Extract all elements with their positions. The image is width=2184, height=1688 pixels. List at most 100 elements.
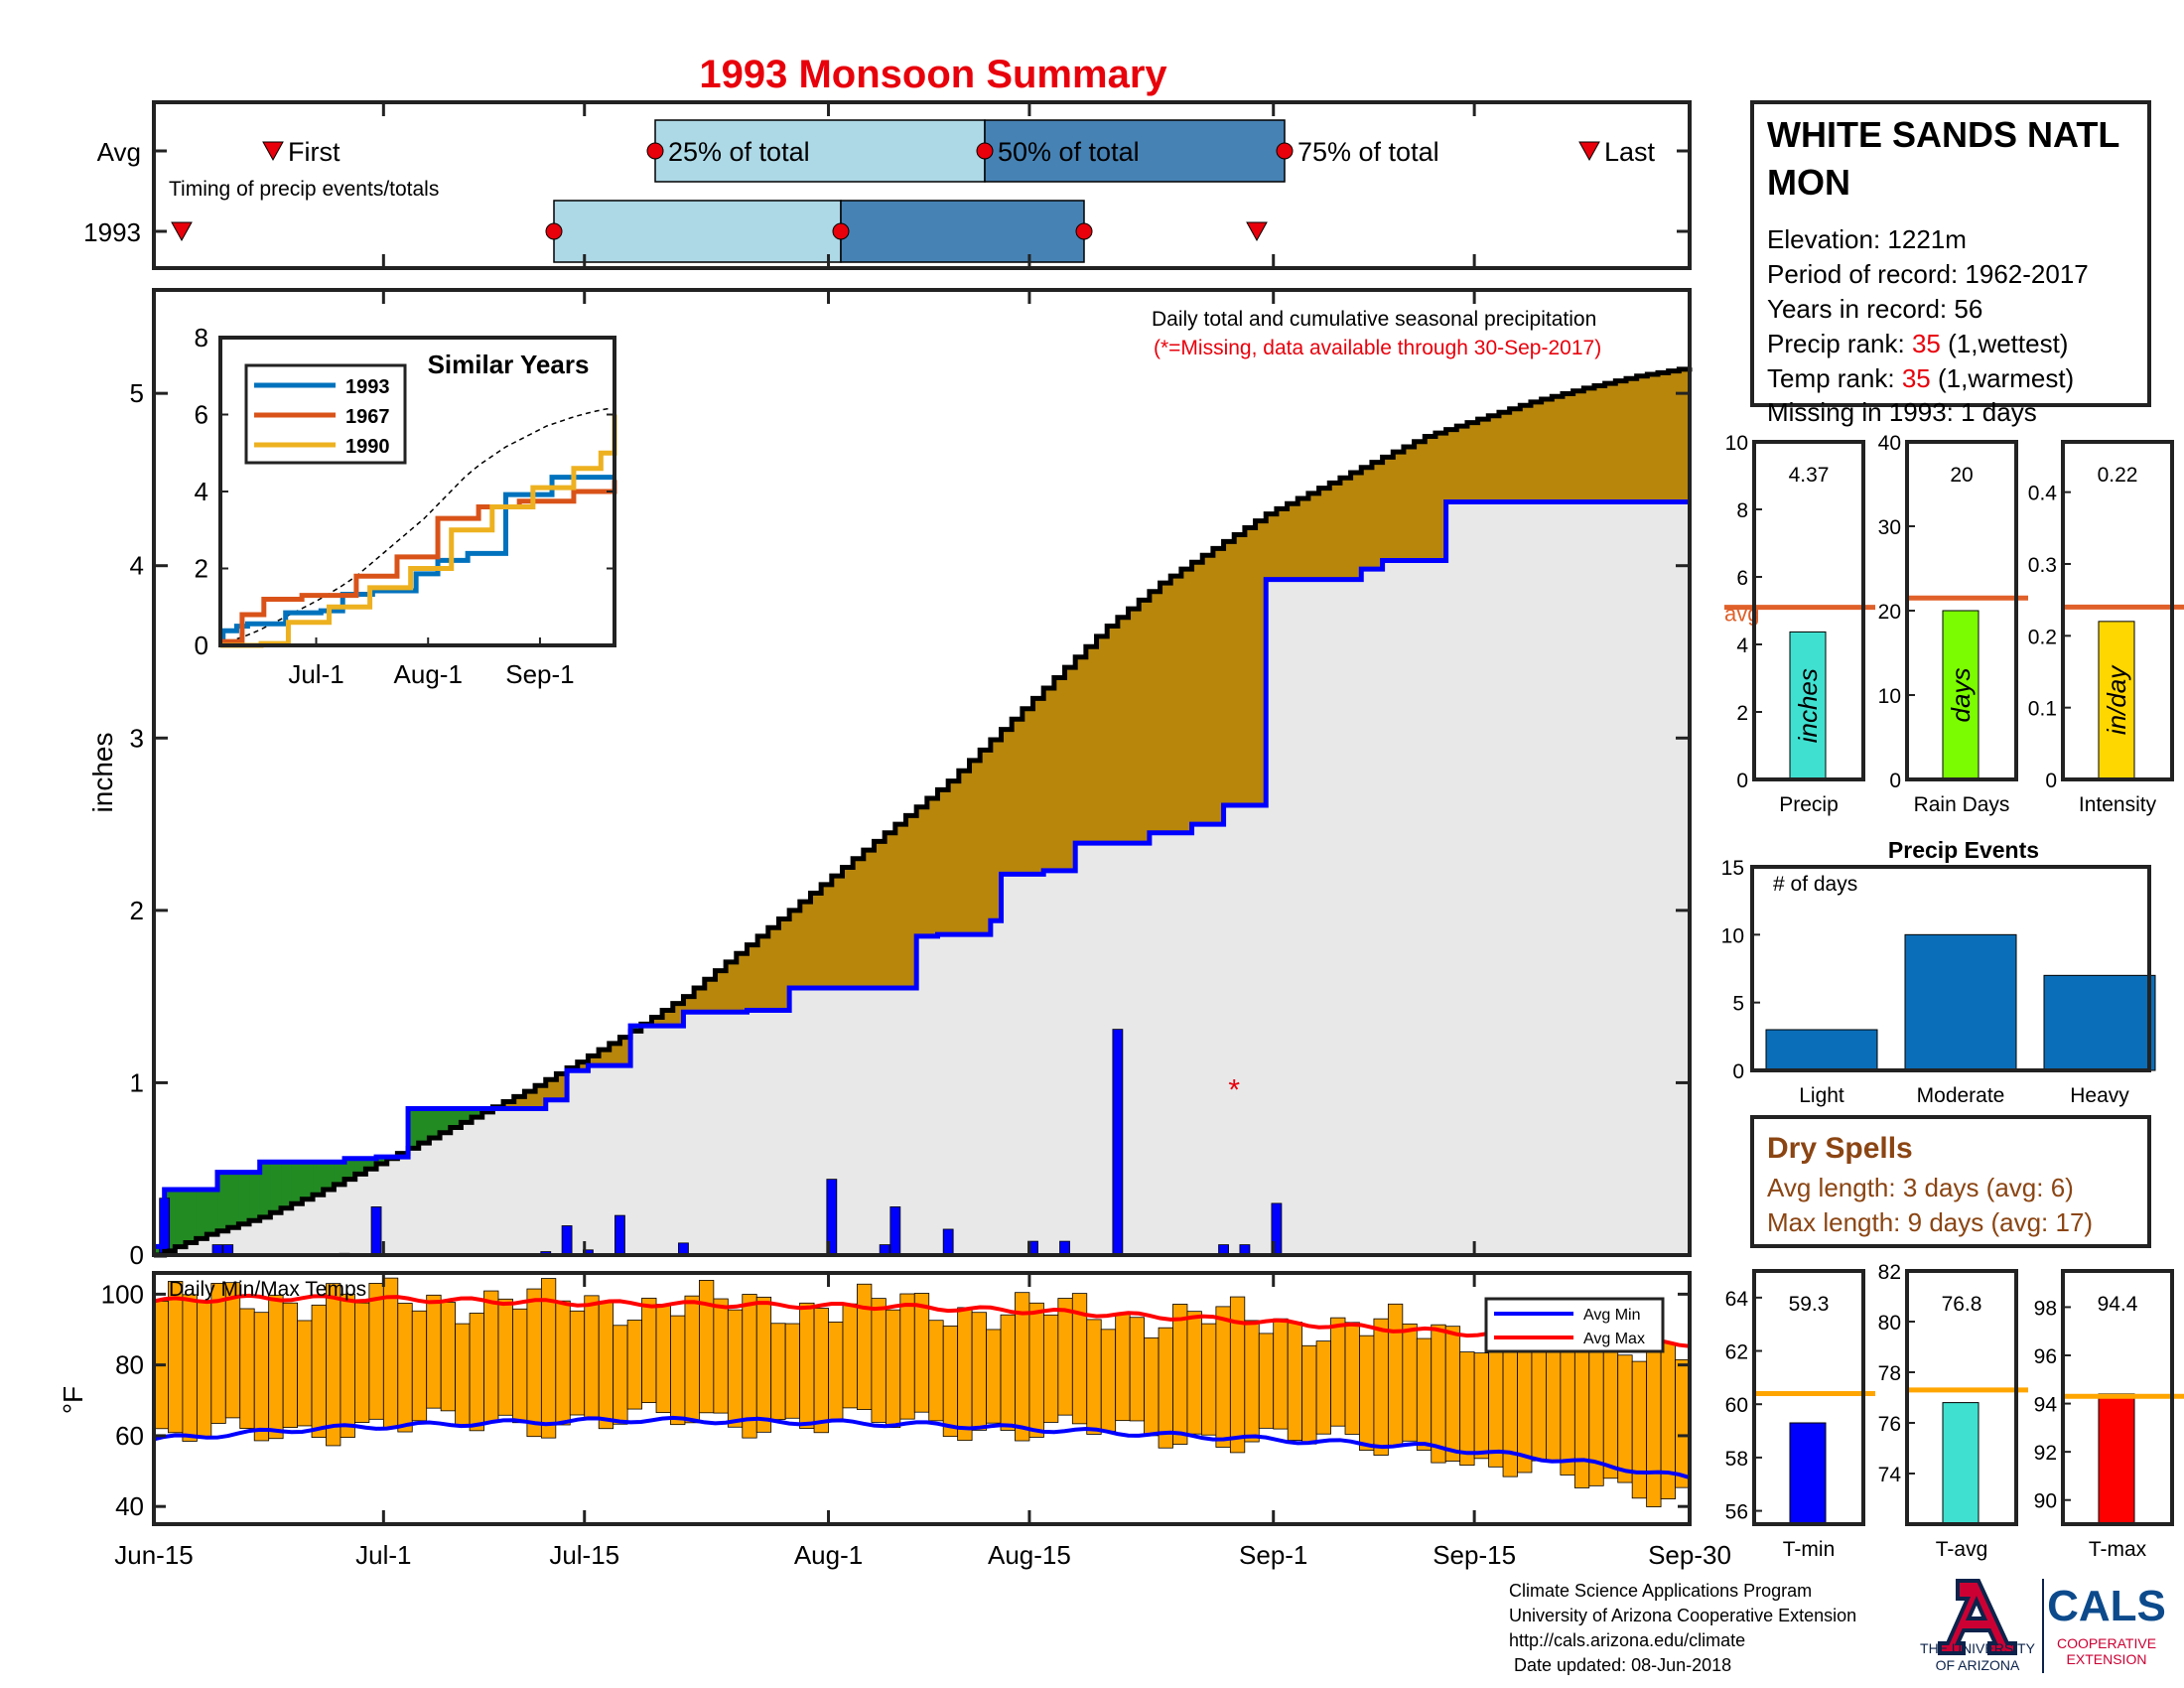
temp-y-tick-label: 80 <box>115 1350 144 1380</box>
below-average-fill <box>1382 457 1394 561</box>
below-average-fill <box>1552 396 1564 502</box>
precip-y-tick-label: 2 <box>130 896 144 925</box>
below-average-fill <box>1064 667 1076 871</box>
below-average-fill <box>1318 488 1330 580</box>
daily-temp-bar <box>684 1295 700 1424</box>
above-average-fill <box>186 1190 198 1243</box>
date-axis-label: Sep-15 <box>1433 1540 1516 1570</box>
daily-temp-bar <box>699 1280 715 1414</box>
daily-temp-bar <box>311 1304 327 1438</box>
above-average-fill <box>313 1162 325 1196</box>
temp-rank-label: Temp rank: <box>1767 363 1902 393</box>
precip-events-y-tick-label: 10 <box>1721 924 1744 947</box>
below-average-fill <box>1488 415 1500 502</box>
mini-panel-value-label: 20 <box>1950 464 1973 487</box>
daily-temp-bar <box>1315 1340 1331 1435</box>
below-average-fill <box>736 953 749 1013</box>
y1993-p75-marker <box>1075 222 1093 240</box>
missing-days: Missing in 1993: 1 days <box>1767 397 2037 427</box>
mini-panel-title: Precip <box>1779 793 1839 816</box>
below-average-fill <box>1477 419 1489 502</box>
below-average-fill <box>1043 687 1055 871</box>
mini-panel-value-label: 94.4 <box>2098 1293 2138 1316</box>
daily-temp-bar <box>1387 1303 1404 1448</box>
cals-sub-text-2: EXTENSION <box>2067 1651 2147 1667</box>
below-average-fill <box>1583 387 1595 502</box>
temp-legend-box <box>1484 1297 1665 1353</box>
y1993-p50-p75-box <box>840 200 1085 263</box>
below-average-fill <box>1287 503 1298 580</box>
below-average-fill <box>767 927 780 1011</box>
avg-cumulative-line <box>154 366 1693 1258</box>
below-average-fill <box>1202 555 1214 825</box>
daily-temp-bar <box>1144 1336 1160 1437</box>
dry-spells-frame <box>1750 1115 2151 1248</box>
daily-precip-bar <box>614 1214 625 1256</box>
below-average-fill <box>1329 483 1341 580</box>
daily-temp-bar <box>713 1298 729 1414</box>
daily-temp-bar <box>842 1303 858 1409</box>
above-average-fill <box>249 1172 261 1221</box>
precip-events-y-tick-label: 5 <box>1732 993 1744 1016</box>
station-elevation: Elevation: 1221m <box>1767 224 1967 254</box>
below-average-fill <box>1032 698 1044 875</box>
above-average-fill <box>206 1190 218 1235</box>
below-average-fill <box>1541 399 1553 502</box>
mini-panel-rain-days: 0 10 20 30 40 20 Rain Days days <box>1878 432 2028 816</box>
inset-x-ticks: Jul-1 Aug-1 Sep-1 <box>288 637 575 689</box>
mini-panel-t-avg: 74 76 78 80 82 76.8 T-avg <box>1878 1261 2028 1561</box>
daily-precip-bar <box>561 1225 573 1256</box>
precip-y-tick-label: 3 <box>130 723 144 753</box>
daily-temp-bar <box>253 1312 270 1442</box>
mini-panel-bar <box>1942 610 1979 780</box>
below-average-fill <box>926 798 939 936</box>
below-average-fill <box>1170 576 1182 833</box>
daily-temp-bar <box>899 1293 915 1420</box>
y1993-p50-marker <box>832 222 850 240</box>
daily-temp-bar <box>182 1294 198 1442</box>
below-average-fill <box>1361 467 1373 570</box>
legend-label-1967: 1967 <box>345 406 390 428</box>
precip-rank-value: 35 <box>1912 329 1941 358</box>
below-average-fill <box>853 858 865 988</box>
mini-panel-t-min: 56 58 60 62 64 59.3 T-min <box>1725 1269 1875 1561</box>
inset-y-tick-label: 6 <box>195 400 208 430</box>
precip-events-ylabel: # of days <box>1773 873 1857 896</box>
above-average-fill <box>227 1172 239 1228</box>
footer-line-1: Climate Science Applications Program <box>1509 1581 1812 1601</box>
mini-panel-y-tick-label: 58 <box>1725 1448 1748 1471</box>
mini-panel-title: Rain Days <box>1914 793 2010 816</box>
daily-temp-bar <box>1631 1360 1648 1499</box>
mini-panel-bar <box>1789 631 1827 780</box>
mini-panel-y-tick-label: 60 <box>1725 1394 1748 1417</box>
avg-min-line <box>153 1415 1691 1480</box>
daily-temp-bar <box>196 1302 212 1439</box>
timing-last-label: Last <box>1604 137 1656 167</box>
above-average-fill <box>440 1108 452 1133</box>
mini-panel-y-tick-label: 74 <box>1878 1464 1902 1486</box>
above-average-fill <box>281 1162 293 1208</box>
missing-data-marker: * <box>1228 1073 1240 1106</box>
mini-panel-bar <box>2098 621 2135 780</box>
daily-temp-bar <box>282 1302 298 1428</box>
precip-events-bar <box>1765 1029 1878 1071</box>
daily-temp-bar <box>871 1298 887 1423</box>
below-average-fill <box>1647 374 1659 502</box>
mini-panel-y-tick-label: 78 <box>1878 1362 1901 1385</box>
daily-temp-bar <box>1660 1342 1676 1499</box>
avg-p75-marker <box>1276 142 1294 160</box>
below-average-fill <box>778 918 790 1011</box>
below-average-fill <box>513 1096 526 1109</box>
similar-years-inset: 0 2 4 6 8 Jul-1 Aug-1 Sep-1 Similar Years 1993… <box>195 323 617 689</box>
below-average-fill <box>863 850 876 988</box>
above-average-fill <box>323 1162 335 1191</box>
ua-logo-text-2: OF ARIZONA <box>1936 1657 2020 1673</box>
timing-row-avg-label: Avg <box>97 137 141 167</box>
mini-panel-value-label: 0.22 <box>2098 464 2138 487</box>
precip-y-tick-label: 5 <box>130 378 144 408</box>
daily-temp-bar <box>354 1302 370 1423</box>
mini-panel-title: T-max <box>2089 1538 2147 1561</box>
daily-temp-bar <box>1057 1298 1073 1416</box>
temp-y-tick-label: 60 <box>115 1421 144 1451</box>
daily-temp-bar <box>1215 1306 1231 1448</box>
